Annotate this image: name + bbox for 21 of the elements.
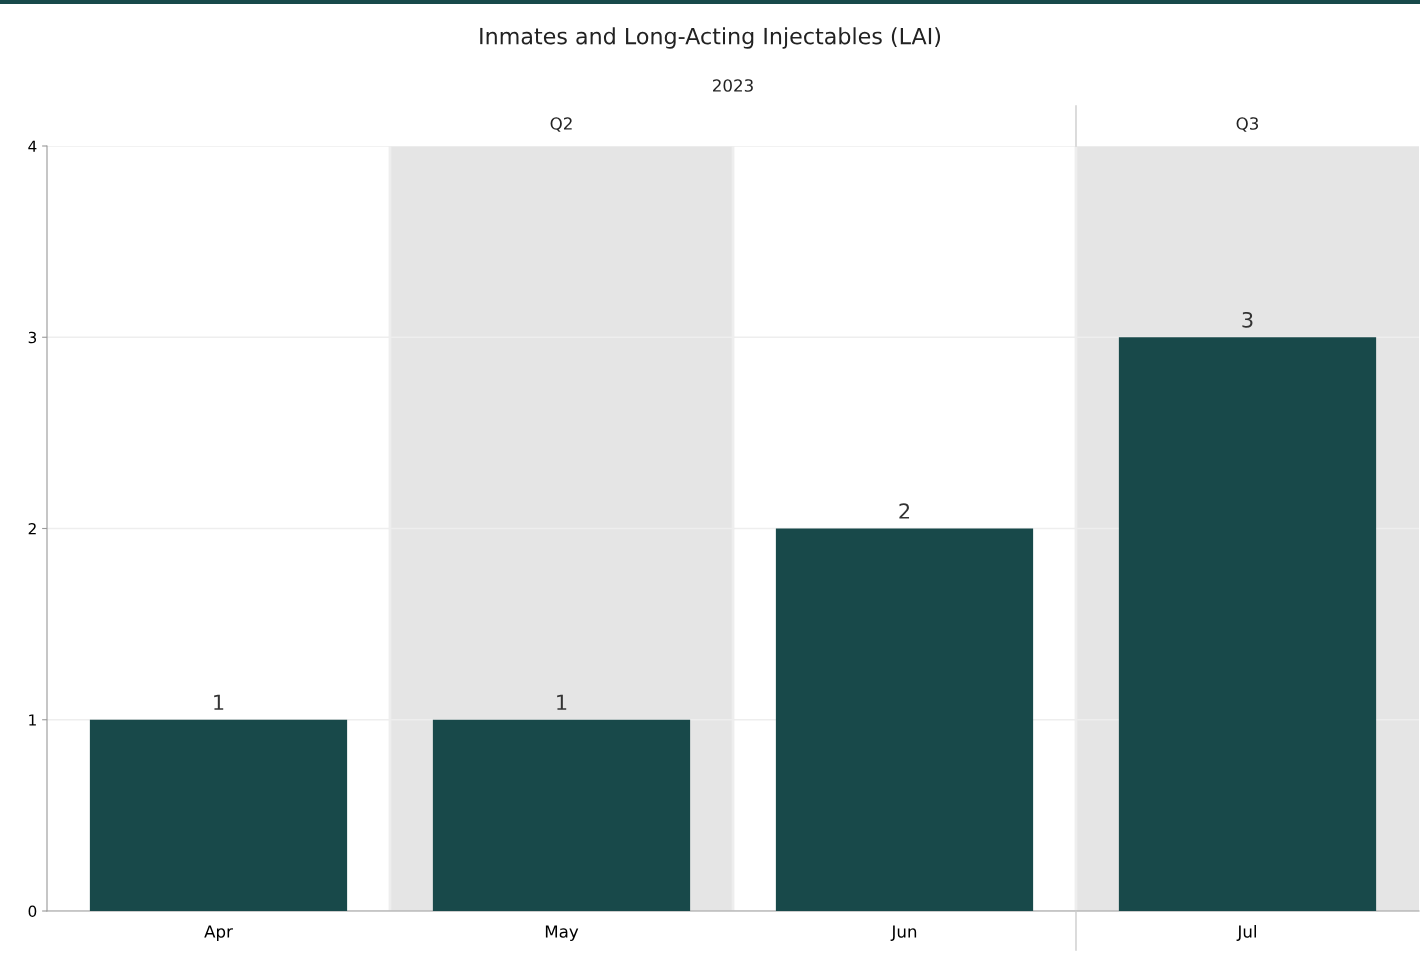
bar — [775, 528, 1034, 911]
bar — [89, 719, 348, 911]
text: 2023 — [713, 79, 753, 92]
x-tick-label: Jun — [890, 925, 917, 941]
data-label: 2 — [899, 503, 910, 519]
x-tick-label: Jul — [1236, 924, 1256, 941]
text: Q3 — [1236, 117, 1259, 132]
x-tick-label: May — [545, 925, 579, 942]
bar — [1118, 337, 1377, 911]
chart-title: Inmates and Long-Acting Injectables (LAI) — [480, 27, 941, 49]
y-tick-label: 2 — [28, 522, 36, 535]
data-label: 1 — [214, 694, 224, 710]
data-label: 1 — [557, 694, 567, 710]
x-tick-label: Apr — [204, 925, 233, 942]
data-label: 3 — [1242, 311, 1253, 328]
bar — [432, 719, 691, 911]
y-tick-label: 3 — [28, 331, 37, 344]
y-tick-label: 0 — [28, 905, 37, 918]
y-tick-label: 4 — [28, 140, 37, 152]
text: Q2 — [550, 117, 572, 132]
y-tick-label: 1 — [29, 714, 36, 726]
